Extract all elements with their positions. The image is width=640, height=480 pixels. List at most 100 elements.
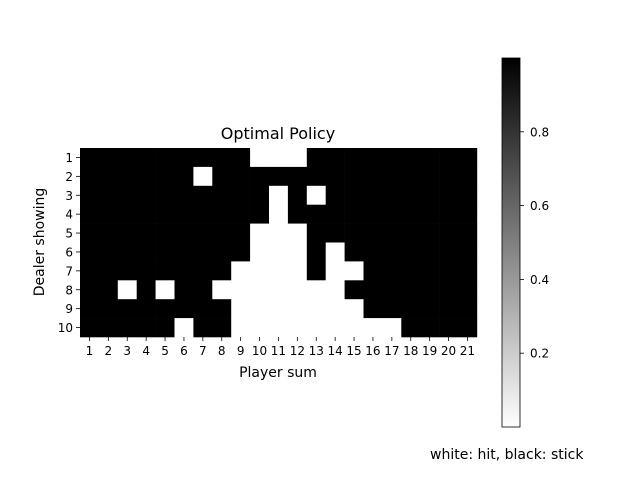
heatmap-cell: [382, 223, 402, 243]
heatmap-cell: [80, 242, 100, 262]
heatmap-cell: [439, 261, 459, 281]
heatmap-cell: [193, 185, 213, 205]
heatmap-cell: [458, 148, 478, 168]
colorbar-tick-label: 0.8: [530, 125, 549, 139]
heatmap-cell: [401, 204, 421, 224]
heatmap-cell: [325, 280, 345, 300]
heatmap-cell: [363, 223, 383, 243]
heatmap-cell: [136, 185, 156, 205]
heatmap-cell: [269, 299, 289, 319]
heatmap-cell: [382, 299, 402, 319]
heatmap-cell: [98, 204, 119, 224]
heatmap-cell: [287, 242, 308, 262]
heatmap-cells: [80, 148, 478, 338]
heatmap-cell: [98, 280, 119, 300]
x-tick-label: 12: [290, 344, 305, 358]
heatmap-cell: [458, 318, 478, 338]
heatmap-cell: [117, 261, 137, 281]
heatmap-cell: [344, 204, 364, 224]
heatmap-cell: [250, 185, 270, 205]
heatmap-cell: [80, 223, 100, 243]
x-tick-label: 16: [365, 344, 380, 358]
heatmap-cell: [155, 185, 175, 205]
heatmap-cell: [344, 185, 364, 205]
heatmap-cell: [80, 261, 100, 281]
heatmap-cell: [325, 185, 345, 205]
heatmap-cell: [174, 280, 194, 300]
heatmap-cell: [193, 204, 213, 224]
heatmap-cell: [287, 299, 308, 319]
heatmap-cell: [117, 223, 137, 243]
heatmap-cell: [250, 318, 270, 338]
heatmap-cell: [287, 148, 308, 168]
heatmap-cell: [269, 261, 289, 281]
x-tick-label: 5: [161, 344, 169, 358]
heatmap-cell: [212, 148, 232, 168]
heatmap-cell: [250, 261, 270, 281]
heatmap-cell: [382, 261, 402, 281]
heatmap-cell: [269, 166, 289, 187]
heatmap-cell: [193, 299, 213, 319]
heatmap-cell: [458, 204, 478, 224]
heatmap-cell: [420, 204, 440, 224]
heatmap-cell: [306, 185, 326, 205]
heatmap-cell: [382, 242, 402, 262]
heatmap-cell: [420, 185, 440, 205]
heatmap-cell: [401, 261, 421, 281]
heatmap-cell: [136, 223, 156, 243]
heatmap-cell: [136, 166, 156, 187]
heatmap-cell: [250, 148, 270, 168]
heatmap-cell: [231, 185, 251, 205]
heatmap-cell: [458, 242, 478, 262]
heatmap-cell: [306, 242, 326, 262]
heatmap-cell: [287, 166, 308, 187]
y-tick-label: 2: [65, 170, 73, 184]
heatmap-cell: [325, 148, 345, 168]
x-axis-label: Player sum: [239, 365, 317, 381]
heatmap-cell: [136, 204, 156, 224]
heatmap-cell: [382, 148, 402, 168]
heatmap-cell: [80, 204, 100, 224]
heatmap-cell: [155, 299, 175, 319]
x-tick-label: 6: [180, 344, 188, 358]
heatmap-cell: [420, 261, 440, 281]
heatmap-cell: [363, 242, 383, 262]
heatmap-cell: [80, 299, 100, 319]
heatmap-cell: [287, 280, 308, 300]
heatmap-cell: [269, 318, 289, 338]
heatmap-cell: [287, 261, 308, 281]
x-tick-label: 19: [422, 344, 437, 358]
heatmap-cell: [136, 299, 156, 319]
colorbar-tick-label: 0.6: [530, 199, 549, 213]
heatmap-cell: [155, 261, 175, 281]
heatmap-cell: [458, 280, 478, 300]
heatmap-cell: [439, 318, 459, 338]
heatmap-cell: [325, 261, 345, 281]
heatmap-cell: [98, 148, 119, 168]
heatmap-cell: [250, 204, 270, 224]
heatmap-cell: [231, 223, 251, 243]
x-tick-label: 1: [86, 344, 94, 358]
heatmap-cell: [363, 166, 383, 187]
x-tick-label: 13: [309, 344, 324, 358]
heatmap-cell: [250, 280, 270, 300]
y-tick-label: 9: [65, 302, 73, 316]
heatmap-cell: [212, 204, 232, 224]
heatmap-cell: [136, 148, 156, 168]
heatmap-cell: [155, 318, 175, 338]
heatmap-cell: [193, 318, 213, 338]
heatmap-cell: [420, 148, 440, 168]
heatmap-cell: [117, 318, 137, 338]
x-tick-label: 10: [252, 344, 267, 358]
heatmap-cell: [382, 280, 402, 300]
heatmap-cell: [136, 280, 156, 300]
heatmap-cell: [269, 148, 289, 168]
heatmap-cell: [117, 299, 137, 319]
colorbar-tick-label: 0.2: [530, 347, 549, 361]
heatmap-cell: [439, 299, 459, 319]
heatmap-cell: [382, 204, 402, 224]
heatmap-cell: [325, 166, 345, 187]
x-tick-label: 11: [271, 344, 286, 358]
heatmap-cell: [174, 148, 194, 168]
heatmap-cell: [269, 185, 289, 205]
